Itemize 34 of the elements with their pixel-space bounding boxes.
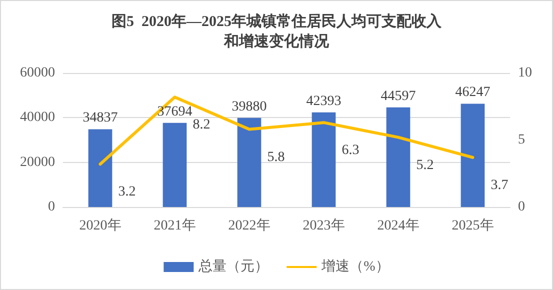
data-label: 46247	[455, 85, 490, 100]
data-label: 3.7	[490, 178, 508, 193]
x-tick-label: 2025年	[452, 218, 494, 234]
x-tick-label: 2022年	[228, 218, 270, 234]
data-label: 44597	[380, 88, 416, 104]
data-label: 37694	[157, 104, 192, 120]
data-label: 39880	[232, 99, 267, 114]
bar	[386, 107, 410, 207]
data-label: 34837	[82, 110, 118, 126]
data-label: 5.8	[267, 150, 285, 165]
data-label: 6.3	[342, 143, 360, 158]
data-label: 5.2	[416, 158, 434, 173]
y2-tick-label: 5	[518, 132, 525, 148]
x-tick-label: 2020年	[79, 218, 122, 234]
bar	[162, 122, 187, 207]
y-tick-label: 60000	[20, 66, 55, 80]
data-label: 42393	[306, 94, 342, 109]
legend-label: 增速（%）	[320, 258, 390, 274]
y2-tick-label: 0	[518, 200, 525, 214]
data-label: 8.2	[192, 118, 210, 133]
data-label: 3.2	[118, 184, 136, 200]
chart-title: 图5 2020年—2025年城镇常住居民人均可支配收入和增速变化情况	[112, 13, 442, 50]
y2-tick-label: 10	[518, 66, 532, 80]
y-tick-label: 40000	[20, 110, 55, 126]
legend-label: 总量（元）	[198, 258, 269, 274]
x-tick-label: 2023年	[302, 218, 345, 234]
bar	[312, 112, 336, 207]
x-tick-label: 2021年	[154, 218, 196, 234]
y-tick-label: 0	[48, 200, 55, 214]
bar	[460, 104, 485, 207]
bar	[237, 118, 262, 207]
x-tick-label: 2024年	[377, 218, 420, 234]
bar	[88, 129, 112, 207]
y-tick-label: 20000	[20, 154, 55, 170]
